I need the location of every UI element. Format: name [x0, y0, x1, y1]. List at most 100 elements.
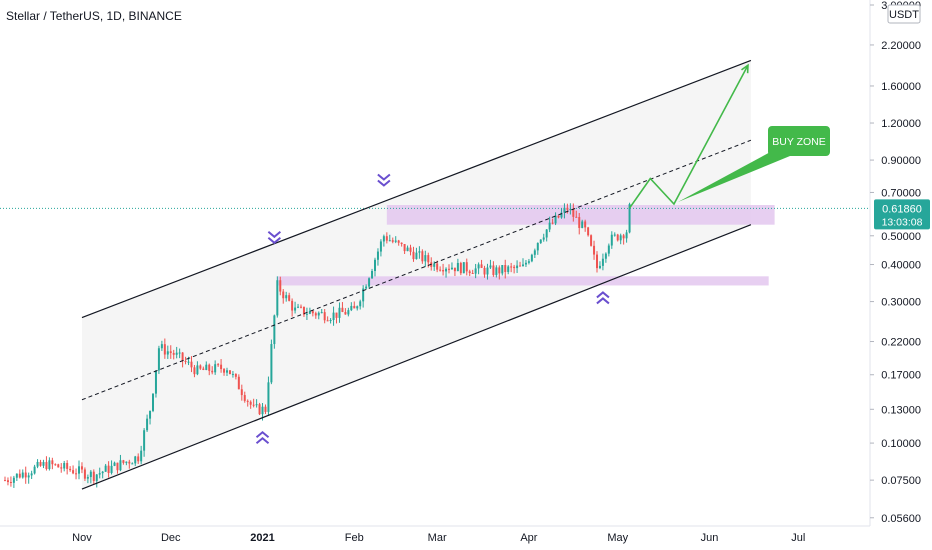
- price-tick-label: 1.60000: [881, 81, 921, 93]
- candle: [276, 276, 279, 318]
- channel-lower-line[interactable]: [81, 224, 752, 490]
- candle: [101, 470, 104, 479]
- candle: [36, 459, 39, 469]
- resistance-zone-1[interactable]: [386, 204, 775, 225]
- currency-box[interactable]: [887, 4, 921, 24]
- candle: [436, 260, 439, 273]
- candle: [21, 469, 24, 479]
- time-tick-label: 2021: [250, 532, 274, 544]
- candle: [492, 261, 495, 277]
- candle: [66, 460, 69, 475]
- candle: [590, 234, 593, 247]
- resistance-zone-2[interactable]: [277, 276, 769, 286]
- candle: [72, 465, 75, 475]
- candle: [513, 264, 516, 274]
- candle: [391, 237, 394, 244]
- candle: [48, 457, 51, 471]
- candle: [486, 263, 489, 280]
- candle: [273, 314, 276, 349]
- candle: [551, 218, 554, 225]
- time-tick-label: Jul: [791, 532, 805, 544]
- price-tick-label: 0.07500: [881, 475, 921, 487]
- candle: [353, 301, 356, 309]
- double-chevron-down-icon: [267, 231, 282, 245]
- candle: [596, 251, 598, 273]
- candle: [341, 302, 344, 313]
- candle: [548, 216, 551, 233]
- candle: [39, 459, 42, 467]
- projection-path[interactable]: [628, 64, 749, 209]
- candle: [288, 292, 291, 302]
- candle: [382, 234, 385, 247]
- candle: [243, 391, 246, 403]
- candle: [471, 269, 474, 274]
- candle: [394, 236, 397, 244]
- chart-title: Stellar / TetherUS, 1D, BINANCE: [6, 9, 182, 23]
- candle: [593, 240, 596, 260]
- candle: [217, 363, 220, 367]
- candle: [569, 203, 572, 215]
- candle: [169, 345, 172, 359]
- candle: [42, 459, 45, 469]
- candle: [104, 463, 107, 472]
- candle: [6, 477, 9, 486]
- time-tick-label: May: [607, 532, 628, 544]
- candle: [504, 259, 507, 279]
- candle: [184, 356, 187, 365]
- candle: [149, 410, 152, 425]
- candle: [371, 268, 374, 279]
- candle: [368, 277, 371, 289]
- channel-middle-line[interactable]: [81, 139, 752, 401]
- candle: [557, 215, 560, 219]
- candle: [30, 470, 33, 479]
- candle: [57, 463, 60, 468]
- candle: [249, 400, 252, 409]
- candle: [507, 265, 510, 275]
- candle: [69, 466, 72, 472]
- candle: [480, 259, 483, 268]
- buy-zone-pointer: [677, 150, 790, 202]
- candle: [172, 349, 175, 360]
- candle: [376, 248, 379, 266]
- candle: [545, 229, 548, 242]
- candle: [338, 302, 341, 323]
- candle: [131, 462, 134, 465]
- candle: [95, 473, 98, 488]
- double-chevron-up-icon: [255, 430, 270, 445]
- candle: [409, 244, 412, 256]
- channel-fill: [81, 60, 751, 490]
- candle: [152, 393, 154, 413]
- channel-upper-line[interactable]: [81, 59, 752, 319]
- candle: [326, 316, 329, 322]
- candle: [519, 261, 522, 267]
- candle: [613, 232, 616, 237]
- candle: [12, 475, 15, 488]
- candle: [128, 459, 131, 469]
- candle: [581, 219, 584, 229]
- candle: [320, 309, 323, 314]
- buy-zone-box[interactable]: [768, 126, 830, 156]
- candle: [563, 203, 566, 219]
- candle: [604, 252, 607, 263]
- candle: [196, 361, 199, 376]
- candle: [607, 243, 610, 257]
- candle: [442, 263, 445, 276]
- candle: [587, 226, 590, 237]
- candle: [237, 374, 240, 390]
- candle: [456, 258, 459, 272]
- time-axis-bg: [0, 526, 932, 550]
- candle: [598, 261, 601, 270]
- candle: [113, 461, 116, 467]
- candle: [193, 365, 196, 378]
- candle: [116, 462, 119, 474]
- candle: [362, 285, 365, 308]
- candle: [4, 476, 6, 482]
- candle: [18, 469, 21, 479]
- candle: [89, 469, 92, 484]
- candle: [24, 466, 27, 484]
- candle: [572, 203, 575, 222]
- current-price-label: 0.61860: [882, 203, 922, 215]
- time-tick-label: Dec: [161, 532, 181, 544]
- candle: [483, 265, 486, 278]
